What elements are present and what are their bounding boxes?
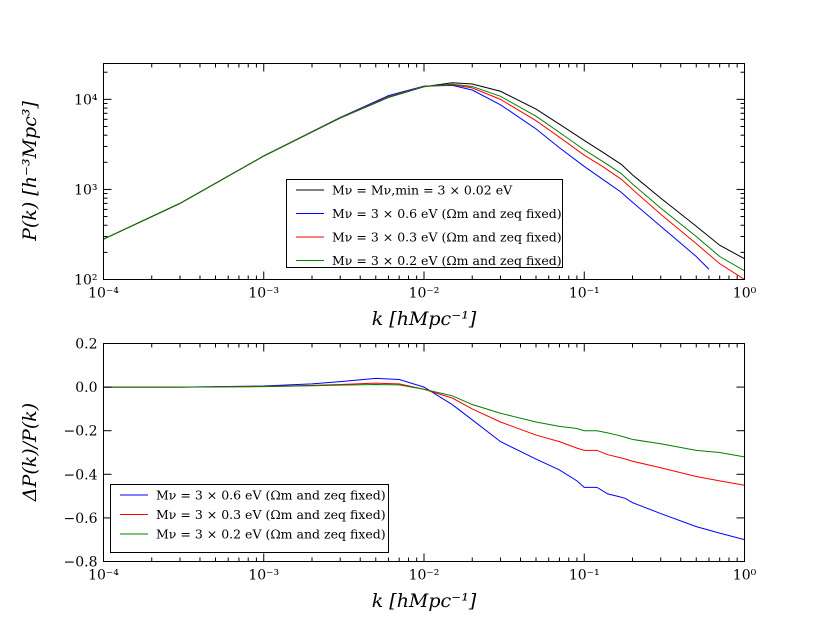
power-spectrum-legend-label: Mν = Mν,min = 3 × 0.02 eV bbox=[332, 183, 513, 198]
relative-difference-series-1 bbox=[103, 382, 745, 486]
power-spectrum-ytick-label: 10² bbox=[74, 273, 97, 289]
relative-difference-legend-label: Mν = 3 × 0.6 eV (Ωm and zeq fixed) bbox=[156, 488, 386, 503]
relative-difference-ytick-label: 0.2 bbox=[75, 337, 97, 353]
relative-difference-panel: 10⁻⁴ 10⁻³ 10⁻² 10⁻¹ 10⁰ 0.2 0.0 −0.2 −0.4 −0.6 −0.… bbox=[19, 337, 757, 613]
relative-difference-xtick-label: 10⁻³ bbox=[248, 568, 279, 584]
power-spectrum-xtick-label: 10⁰ bbox=[733, 286, 757, 302]
relative-difference-ytick-label: −0.2 bbox=[64, 424, 98, 440]
relative-difference-legend-box bbox=[110, 484, 389, 553]
power-spectrum-xtick-label: 10⁻¹ bbox=[569, 286, 600, 302]
relative-difference-legend: Mν = 3 × 0.6 eV (Ωm and zeq fixed) Mν = 3… bbox=[110, 484, 389, 553]
relative-difference-series-2 bbox=[103, 383, 745, 458]
power-spectrum-legend-label: Mν = 3 × 0.3 eV (Ωm and zeq fixed) bbox=[332, 230, 562, 245]
power-spectrum-lines bbox=[103, 82, 745, 280]
power-spectrum-legend: Mν = Mν,min = 3 × 0.02 eV Mν = 3 × 0.6 eV… bbox=[286, 179, 563, 268]
relative-difference-xtick-label: 10⁻² bbox=[409, 568, 440, 584]
power-spectrum-xtick-label: 10⁻⁴ bbox=[88, 286, 119, 302]
power-spectrum-ticks: 10⁻⁴ 10⁻³ 10⁻² 10⁻¹ 10⁰ 10² 10³ 10⁴ bbox=[74, 63, 757, 302]
relative-difference-lines bbox=[103, 377, 745, 541]
power-spectrum-legend-label: Mν = 3 × 0.2 eV (Ωm and zeq fixed) bbox=[332, 253, 562, 268]
power-spectrum-xtick-label: 10⁻³ bbox=[248, 286, 279, 302]
relative-difference-legend-label: Mν = 3 × 0.2 eV (Ωm and zeq fixed) bbox=[156, 527, 386, 542]
power-spectrum-ytick-label: 10⁴ bbox=[74, 92, 98, 108]
power-spectrum-legend-label: Mν = 3 × 0.6 eV (Ωm and zeq fixed) bbox=[332, 206, 562, 221]
power-spectrum-xlabel: k [hMpc⁻¹] bbox=[372, 308, 477, 330]
relative-difference-series-0 bbox=[103, 377, 745, 541]
relative-difference-ylabel: ΔP(k)/P(k) bbox=[19, 403, 41, 502]
relative-difference-legend-label: Mν = 3 × 0.3 eV (Ωm and zeq fixed) bbox=[156, 507, 386, 522]
relative-difference-ticks: 10⁻⁴ 10⁻³ 10⁻² 10⁻¹ 10⁰ 0.2 0.0 −0.2 −0.4 −0.6 −0.… bbox=[64, 337, 757, 584]
relative-difference-ytick-label: −0.6 bbox=[64, 511, 98, 527]
power-spectrum-legend-box bbox=[286, 179, 563, 268]
power-spectrum-ytick-label: 10³ bbox=[74, 182, 97, 198]
relative-difference-xlabel: k [hMpc⁻¹] bbox=[372, 590, 477, 612]
power-spectrum-ylabel: P(k) [h⁻³Mpc³] bbox=[19, 101, 41, 242]
relative-difference-ytick-label: −0.8 bbox=[64, 555, 98, 571]
relative-difference-ytick-label: 0.0 bbox=[75, 380, 97, 396]
relative-difference-xtick-label: 10⁰ bbox=[733, 568, 757, 584]
power-spectrum-series-3 bbox=[103, 83, 745, 272]
relative-difference-ytick-label: −0.4 bbox=[64, 467, 98, 483]
relative-difference-xtick-label: 10⁻⁴ bbox=[88, 568, 119, 584]
relative-difference-xtick-label: 10⁻¹ bbox=[569, 568, 600, 584]
power-spectrum-xtick-label: 10⁻² bbox=[409, 286, 440, 302]
